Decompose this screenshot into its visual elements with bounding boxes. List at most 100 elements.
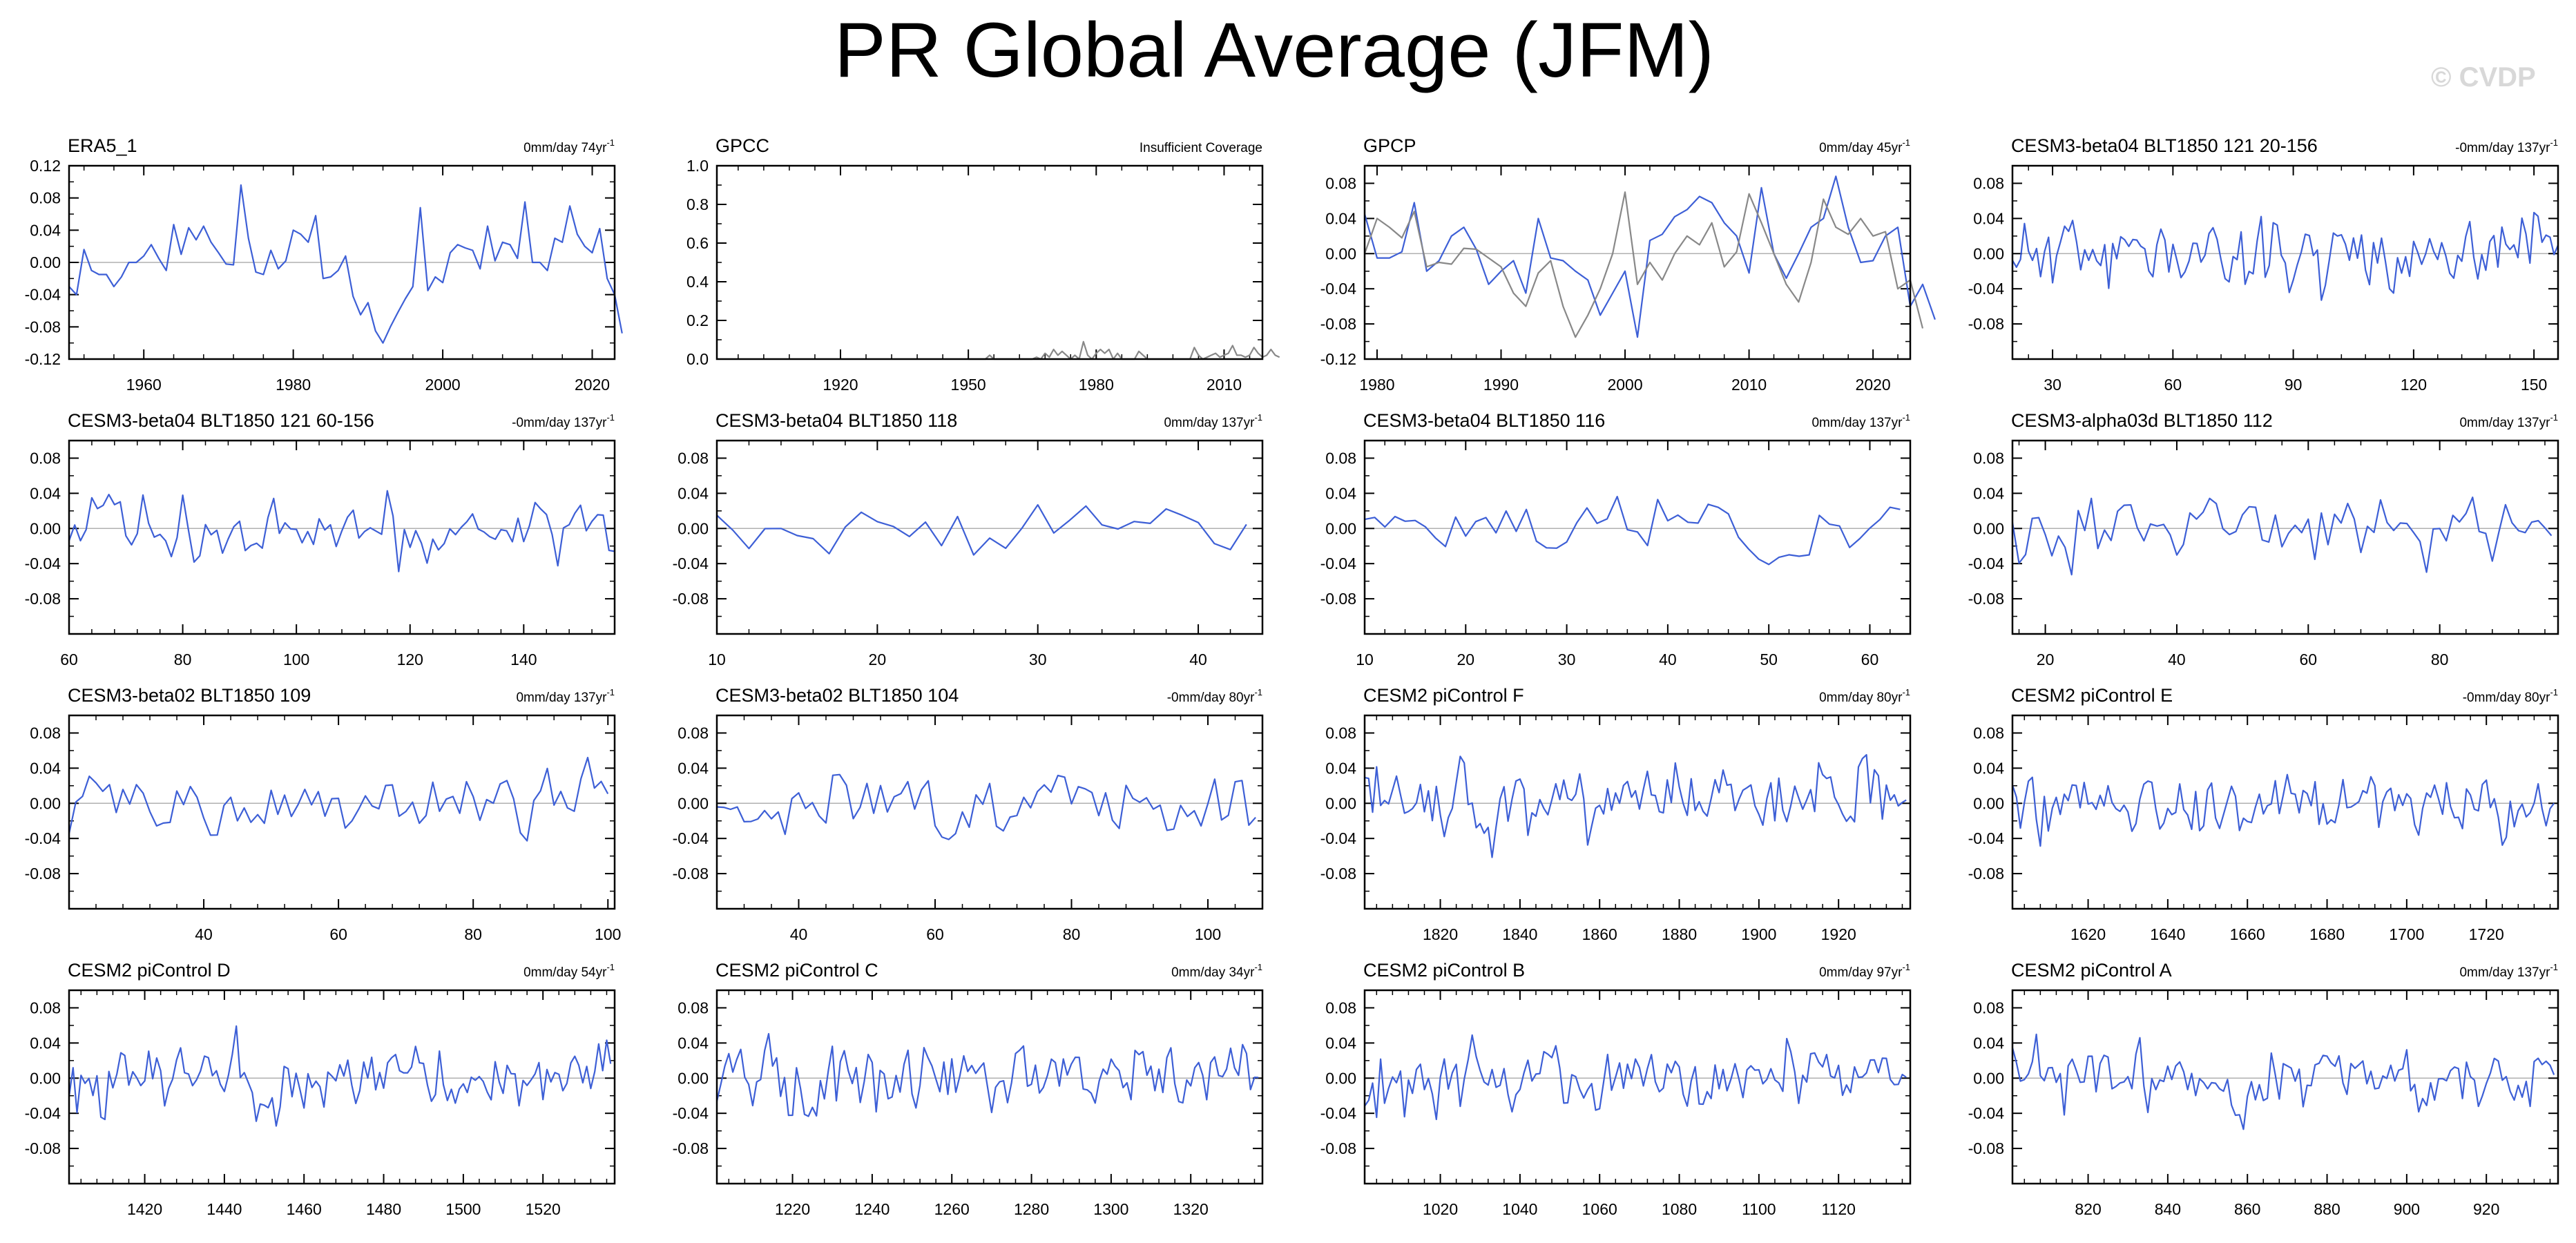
x-tick-label: 90 [2285, 376, 2303, 394]
panel-13: CESM2 piControl C 0mm/day 34yr-1 -0.08 -0.0… [673, 960, 1264, 1218]
y-tick-label: -0.08 [1968, 315, 2004, 333]
page-title: PR Global Average (JFM) [834, 7, 1714, 93]
x-tick-label: 60 [926, 925, 944, 943]
y-tick-label: -0.04 [1320, 1104, 1357, 1122]
x-tick-label: 1300 [1093, 1200, 1128, 1218]
y-tick-label: 0.6 [686, 234, 709, 252]
x-tick-label: 1960 [126, 376, 162, 394]
y-tick-label: 0.00 [677, 519, 709, 537]
panel-title: CESM3-beta02 BLT1850 104 [715, 685, 959, 706]
panel-title: CESM3-beta04 BLT1850 121 20-156 [2011, 135, 2318, 156]
panel-15: CESM2 piControl A 0mm/day 137yr-1 -0.08 -0.… [1968, 960, 2559, 1218]
panel-title: CESM2 piControl D [68, 960, 231, 981]
y-tick-label: 0.00 [30, 253, 61, 271]
panel-12: CESM2 piControl D 0mm/day 54yr-1 -0.08 -0.0… [25, 960, 616, 1218]
x-tick-label: 1020 [1423, 1200, 1458, 1218]
y-tick-label: 0.08 [30, 189, 61, 207]
x-tick-label: 920 [2473, 1200, 2499, 1218]
x-tick-label: 60 [2300, 651, 2318, 668]
x-tick-label: 860 [2234, 1200, 2260, 1218]
x-tick-label: 2000 [425, 376, 461, 394]
y-tick-label: 0.04 [1973, 484, 2004, 502]
y-tick-label: 0.04 [677, 1034, 709, 1052]
panel-corner-label: 0mm/day 34yr-1 [1171, 962, 1262, 980]
panel-2: GPCP 0mm/day 45yr-1 -0.12 -0.08 -0.04 0.00 0.0… [1320, 135, 1936, 394]
y-tick-label: -0.08 [1968, 1139, 2004, 1157]
panel-corner-label: 0mm/day 45yr-1 [1819, 137, 1910, 155]
y-tick-label: 0.08 [1325, 449, 1356, 467]
panel-title: CESM2 piControl B [1363, 960, 1525, 981]
series-line [968, 340, 1280, 360]
y-tick-label: 0.04 [1325, 484, 1356, 502]
x-tick-label: 1520 [526, 1200, 561, 1218]
y-tick-label: -0.04 [1968, 280, 2005, 298]
y-tick-label: 0.8 [686, 195, 709, 213]
corner-superscript: -1 [2550, 412, 2558, 423]
panel-3: CESM3-beta04 BLT1850 121 20-156 -0mm/day … [1968, 135, 2559, 394]
x-tick-label: 80 [174, 651, 192, 668]
corner-superscript: -1 [1902, 962, 1910, 972]
y-tick-label: 0.00 [677, 1069, 709, 1087]
panel-corner-label: -0mm/day 137yr-1 [2455, 137, 2558, 155]
series-line [716, 773, 1256, 840]
x-tick-label: 1080 [1662, 1200, 1697, 1218]
plot-frame [1363, 714, 1912, 910]
x-tick-label: 1440 [206, 1200, 242, 1218]
x-tick-label: 1500 [445, 1200, 481, 1218]
panel-corner-label: 0mm/day 74yr-1 [523, 137, 615, 155]
series-line [1364, 753, 1907, 858]
plot-frame [68, 439, 616, 635]
series-line [2011, 773, 2555, 847]
x-tick-label: 1900 [1741, 925, 1776, 943]
x-tick-label: 1620 [2070, 925, 2106, 943]
x-tick-label: 1980 [1359, 376, 1394, 394]
x-tick-label: 40 [195, 925, 213, 943]
y-tick-label: 0.08 [1325, 174, 1356, 192]
x-tick-label: 1260 [934, 1200, 970, 1218]
cvdp-watermark: © CVDP [2431, 62, 2536, 93]
y-tick-label: 0.08 [30, 449, 61, 467]
panel-4: CESM3-beta04 BLT1850 121 60-156 -0mm/day … [25, 410, 616, 668]
x-tick-label: 1100 [1742, 1200, 1776, 1218]
corner-superscript: -1 [606, 137, 615, 148]
panel-title: GPCC [715, 135, 769, 156]
y-tick-label: 0.00 [677, 794, 709, 812]
x-tick-label: 1460 [287, 1200, 322, 1218]
y-tick-label: 0.04 [677, 484, 709, 502]
y-tick-label: -0.08 [1320, 1139, 1356, 1157]
x-tick-label: 60 [1861, 651, 1879, 668]
x-tick-label: 100 [283, 651, 309, 668]
x-tick-label: 100 [1195, 925, 1221, 943]
y-tick-label: 0.04 [1973, 209, 2004, 227]
y-tick-label: 0.08 [30, 999, 61, 1016]
x-tick-label: 20 [2037, 651, 2055, 668]
panel-6: CESM3-beta04 BLT1850 116 0mm/day 137yr-1-… [1320, 410, 1912, 668]
y-tick-label: -0.04 [673, 829, 709, 847]
x-tick-label: 20 [869, 651, 887, 668]
x-tick-label: 1880 [1662, 925, 1697, 943]
y-tick-label: -0.08 [1320, 315, 1356, 333]
panel-0: ERA5_1 0mm/day 74yr-1 -0.12 -0.08 -0.04 0.00 0… [25, 135, 623, 394]
series-line [68, 184, 623, 344]
series-line [68, 1025, 612, 1127]
y-tick-label: 0.08 [1325, 999, 1356, 1016]
series-line [1363, 175, 1936, 338]
panel-9: CESM3-beta02 BLT1850 104 -0mm/day 80yr-1-… [673, 685, 1264, 943]
panel-corner-label: -0mm/day 80yr-1 [2463, 687, 2558, 705]
panel-title: CESM3-beta04 BLT1850 118 [715, 410, 957, 431]
x-tick-label: 1040 [1502, 1200, 1537, 1218]
corner-superscript: -1 [1902, 412, 1910, 423]
y-tick-label: -0.08 [25, 590, 61, 608]
y-tick-label: -0.08 [1968, 590, 2004, 608]
x-tick-label: 840 [2155, 1200, 2181, 1218]
plot-frame [715, 164, 1264, 360]
series-line [1363, 191, 1924, 338]
panel-10: CESM2 piControl F 0mm/day 80yr-1 -0.08 -0.0… [1320, 685, 1912, 943]
y-tick-label: 0.00 [30, 519, 61, 537]
x-tick-label: 60 [329, 925, 347, 943]
x-tick-label: 1320 [1173, 1200, 1209, 1218]
y-tick-label: 0.08 [677, 724, 709, 742]
y-tick-label: 0.08 [677, 449, 709, 467]
y-tick-label: -0.08 [25, 865, 61, 883]
